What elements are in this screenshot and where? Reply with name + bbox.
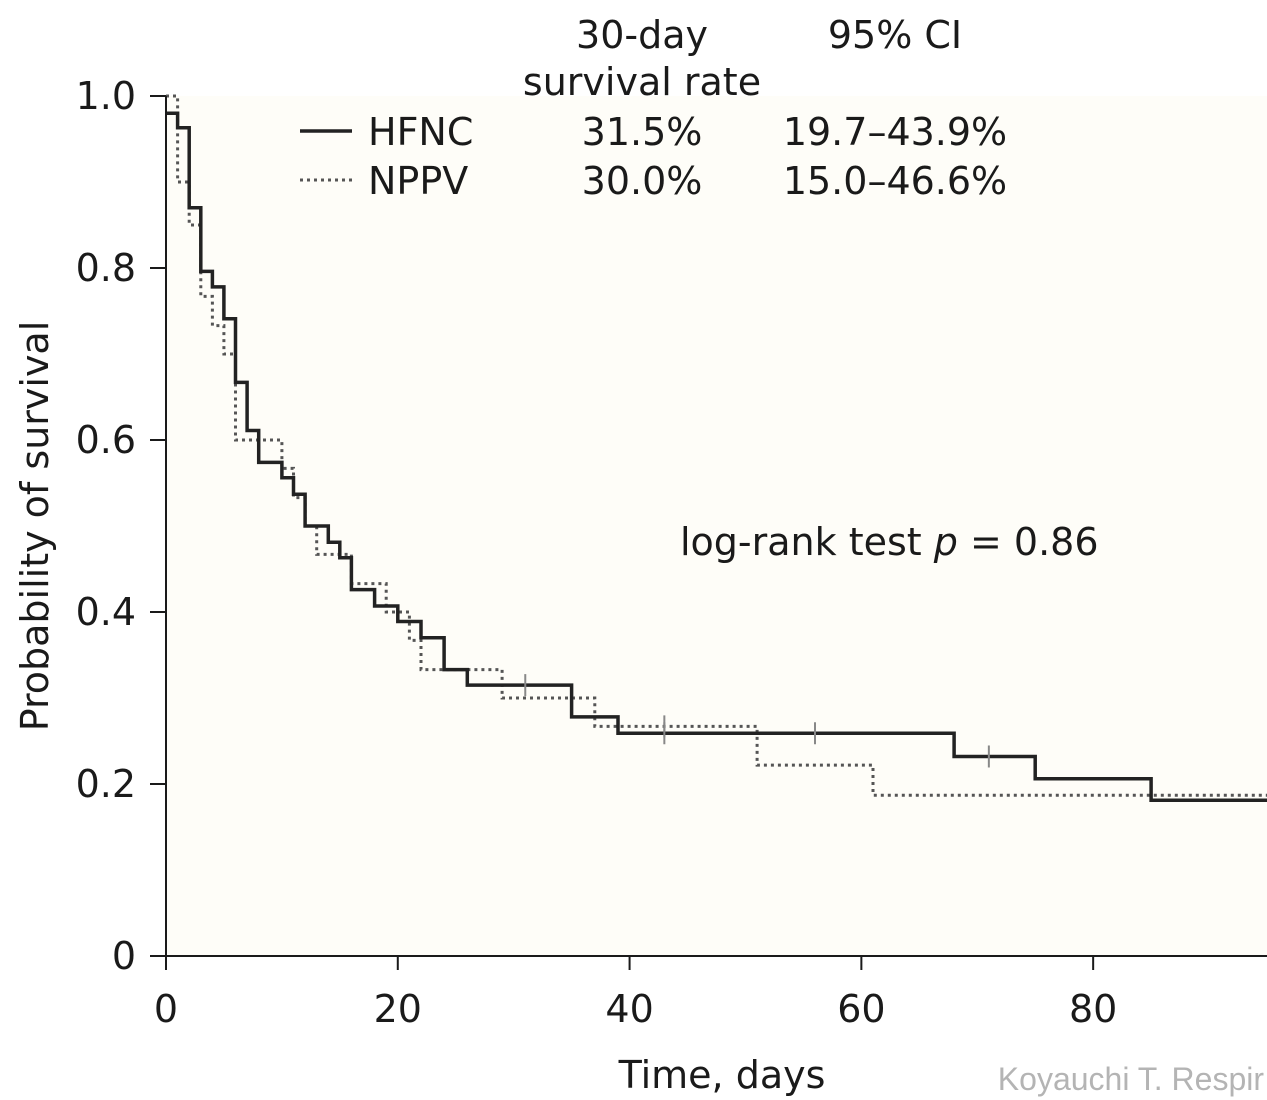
legend-rate-nppv: 30.0% bbox=[582, 159, 703, 203]
y-tick-label: 0.4 bbox=[76, 590, 136, 634]
legend-header-rate-line2: survival rate bbox=[523, 60, 761, 104]
y-tick-label: 0 bbox=[112, 934, 136, 978]
x-axis-title: Time, days bbox=[618, 1053, 826, 1097]
x-tick-label: 60 bbox=[837, 987, 885, 1031]
credit-text: Koyauchi T. Respir bbox=[998, 1061, 1265, 1097]
series-line-hfnc bbox=[166, 111, 1267, 803]
logrank-p: p bbox=[933, 520, 958, 564]
x-tick-label: 20 bbox=[374, 987, 422, 1031]
y-tick-label: 0.6 bbox=[76, 418, 136, 462]
y-tick-label: 0.2 bbox=[76, 762, 136, 806]
legend-label-nppv: NPPV bbox=[368, 159, 468, 203]
logrank-annotation: log-rank test p = 0.86 bbox=[680, 520, 1099, 564]
x-tick-label: 40 bbox=[605, 987, 653, 1031]
x-tick-label: 80 bbox=[1069, 987, 1117, 1031]
axes-layer: 0 0.2 0.4 0.6 0.8 1.0 0 20 40 60 80 bbox=[76, 74, 1267, 1031]
legend-header-rate-line1: 30-day bbox=[576, 13, 708, 57]
logrank-suffix: = 0.86 bbox=[958, 520, 1099, 564]
legend-rate-hfnc: 31.5% bbox=[582, 110, 703, 154]
series-layer bbox=[166, 94, 1267, 803]
legend: 30-day survival rate 95% CI HFNC 31.5% 1… bbox=[300, 13, 1007, 203]
legend-ci-hfnc: 19.7–43.9% bbox=[783, 110, 1007, 154]
legend-label-hfnc: HFNC bbox=[368, 110, 473, 154]
y-axis-title: Probability of survival bbox=[13, 321, 57, 732]
logrank-prefix: log-rank test bbox=[680, 520, 934, 564]
plot-background bbox=[166, 96, 1267, 956]
y-tick-label: 1.0 bbox=[76, 74, 136, 118]
legend-ci-nppv: 15.0–46.6% bbox=[783, 159, 1007, 203]
x-tick-label: 0 bbox=[154, 987, 178, 1031]
legend-header-ci: 95% CI bbox=[828, 13, 962, 57]
y-tick-label: 0.8 bbox=[76, 246, 136, 290]
